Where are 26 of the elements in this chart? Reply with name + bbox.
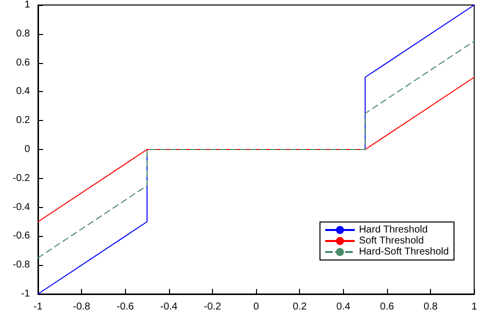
x-tick-label: -0.8 — [73, 302, 91, 312]
x-tick-label: 0.6 — [380, 302, 394, 312]
legend-label: Hard Threshold — [358, 224, 428, 236]
legend-label: Soft Threshold — [358, 236, 424, 246]
x-tick-label: 0.4 — [336, 302, 351, 312]
x-tick-label: -1 — [34, 302, 43, 312]
x-tick-label: -0.4 — [160, 302, 178, 312]
x-tick-label: 0.2 — [292, 302, 308, 312]
x-tick-label: 0 — [253, 302, 260, 312]
x-tick-label: -0.6 — [116, 302, 134, 312]
y-tick-label: -0.6 — [12, 230, 30, 242]
y-tick-label: -1 — [21, 288, 30, 300]
y-tick-label: -0.8 — [12, 260, 30, 271]
x-tick-label: 0.8 — [424, 302, 438, 312]
y-tick-label: -0.4 — [12, 202, 30, 213]
y-tick-label: 0 — [24, 144, 30, 155]
x-tick-label: 1 — [471, 302, 478, 312]
y-tick-label: 1 — [24, 0, 30, 10]
y-tick-label: 0.6 — [16, 57, 30, 68]
y-tick-label: -0.2 — [12, 172, 30, 184]
x-tick-label: -0.2 — [204, 302, 222, 312]
line-series — [38, 40, 475, 258]
y-tick-label: 0.2 — [16, 115, 30, 126]
y-tick-label: 0.4 — [16, 86, 30, 98]
y-tick-label: 0.8 — [16, 28, 30, 40]
legend-label: Hard-Soft Threshold — [358, 246, 449, 258]
